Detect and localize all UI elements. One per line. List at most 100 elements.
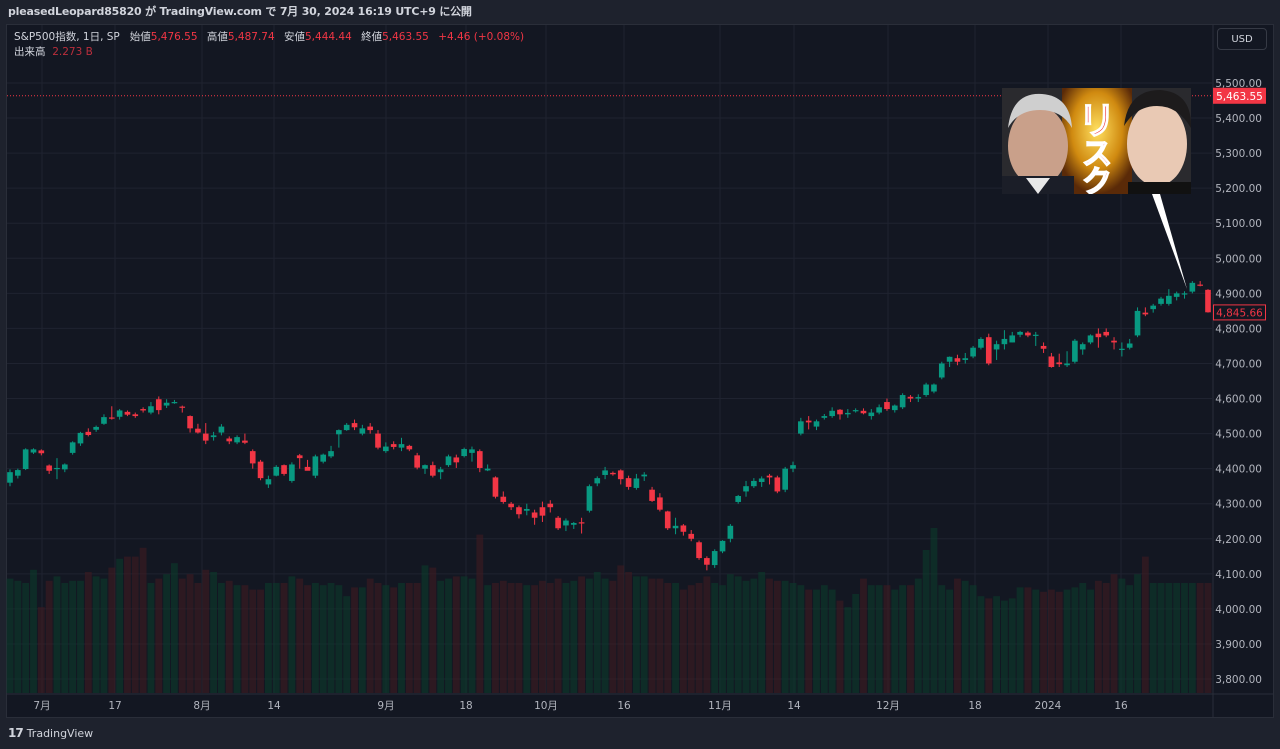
candle: [30, 448, 37, 454]
candle: [508, 501, 514, 511]
volume-bar: [163, 574, 171, 693]
currency-button[interactable]: USD: [1217, 28, 1267, 50]
high-value: 5,487.74: [227, 31, 275, 43]
candle: [437, 466, 444, 480]
candle: [54, 458, 60, 480]
candle: [1040, 342, 1047, 353]
candle: [531, 509, 538, 525]
price-tick: 4,100.00: [1215, 569, 1262, 581]
time-tick: 9月: [377, 700, 394, 712]
volume-bar: [1063, 589, 1071, 693]
volume-bar: [985, 598, 993, 693]
volume-bar: [860, 578, 867, 693]
candle: [163, 399, 170, 409]
volume-bar: [452, 576, 460, 693]
publish-info: pleasedLeopard85820 が TradingView.com で …: [8, 5, 472, 18]
candle: [852, 408, 859, 413]
candle: [962, 352, 969, 364]
price-tick: 5,500.00: [1215, 78, 1262, 90]
candle: [461, 447, 467, 458]
candle: [523, 503, 530, 516]
volume-bar: [805, 589, 813, 693]
volume-bar: [108, 567, 116, 693]
candle: [1205, 289, 1211, 313]
volume-bar: [22, 583, 30, 693]
time-tick: 16: [1114, 700, 1128, 712]
candle: [1150, 303, 1157, 313]
volume-bar: [719, 585, 726, 693]
video-thumbnail-annotation[interactable]: リ ス ク: [1002, 88, 1191, 194]
volume-bar: [742, 580, 750, 693]
volume-bar: [319, 585, 327, 693]
candle: [226, 436, 233, 445]
volume-bar: [147, 583, 155, 693]
volume-bar: [586, 578, 593, 693]
volume-bar: [954, 578, 961, 693]
volume-bar: [437, 580, 445, 693]
volume-bar: [327, 583, 335, 693]
candle: [469, 446, 475, 462]
candle: [155, 396, 162, 415]
price-tick: 5,300.00: [1215, 148, 1262, 160]
candle: [719, 540, 726, 554]
change-value: +4.46 (+0.08%): [438, 31, 525, 43]
candle: [1025, 331, 1031, 338]
volume-bar: [257, 589, 264, 693]
candle: [954, 354, 961, 366]
candle: [234, 435, 240, 445]
volume-bar: [914, 578, 922, 693]
candle: [798, 417, 804, 436]
candle: [821, 413, 828, 420]
volume-bar: [640, 576, 648, 693]
candle: [132, 412, 139, 418]
volume-bar: [875, 585, 883, 693]
volume-bar: [1141, 556, 1149, 693]
volume-bar: [734, 576, 742, 693]
candle: [696, 540, 702, 560]
volume-bar: [1001, 600, 1008, 693]
candle: [782, 466, 788, 493]
candle: [1173, 291, 1180, 301]
candle: [672, 517, 679, 535]
volume-bar: [969, 585, 977, 693]
price-tick: 5,000.00: [1215, 253, 1262, 265]
candle: [985, 333, 992, 366]
volume-bar: [1032, 589, 1040, 693]
volume-bar: [272, 583, 280, 693]
volume-bar: [390, 587, 398, 693]
volume-bar: [867, 585, 875, 693]
volume-bar: [695, 583, 703, 693]
candle: [555, 515, 561, 531]
volume-bar: [523, 585, 531, 693]
ohlc-legend: S&P500指数, 1日, SP 始値5,476.55 高値5,487.74 安…: [14, 30, 530, 60]
volume-bar: [155, 578, 163, 693]
candle: [578, 517, 585, 534]
volume-bar: [977, 596, 985, 693]
volume-bar: [1134, 574, 1141, 693]
candle: [351, 419, 358, 431]
volume-bar: [53, 576, 61, 693]
volume-bar: [84, 572, 92, 693]
candle: [445, 454, 452, 467]
volume-bar: [484, 585, 492, 693]
volume-bar: [601, 578, 609, 693]
volume-bar: [1008, 598, 1016, 693]
volume-bar: [938, 585, 946, 693]
volume-bar: [852, 594, 860, 693]
volume-bar: [1165, 583, 1173, 693]
low-value: 5,444.44: [305, 31, 352, 43]
volume-bar: [703, 576, 711, 693]
callout-pointer: [1152, 194, 1187, 289]
candle: [594, 476, 601, 487]
symbol-label[interactable]: S&P500指数, 1日, SP: [14, 31, 120, 43]
candle: [790, 461, 796, 473]
volume-bar: [844, 607, 852, 693]
volume-bar: [61, 583, 69, 693]
candle: [375, 430, 381, 450]
volume-bar: [264, 583, 272, 693]
candle: [257, 459, 264, 481]
volume-bar: [194, 583, 202, 693]
price-tick: 5,400.00: [1215, 113, 1262, 125]
candle: [1197, 281, 1203, 287]
